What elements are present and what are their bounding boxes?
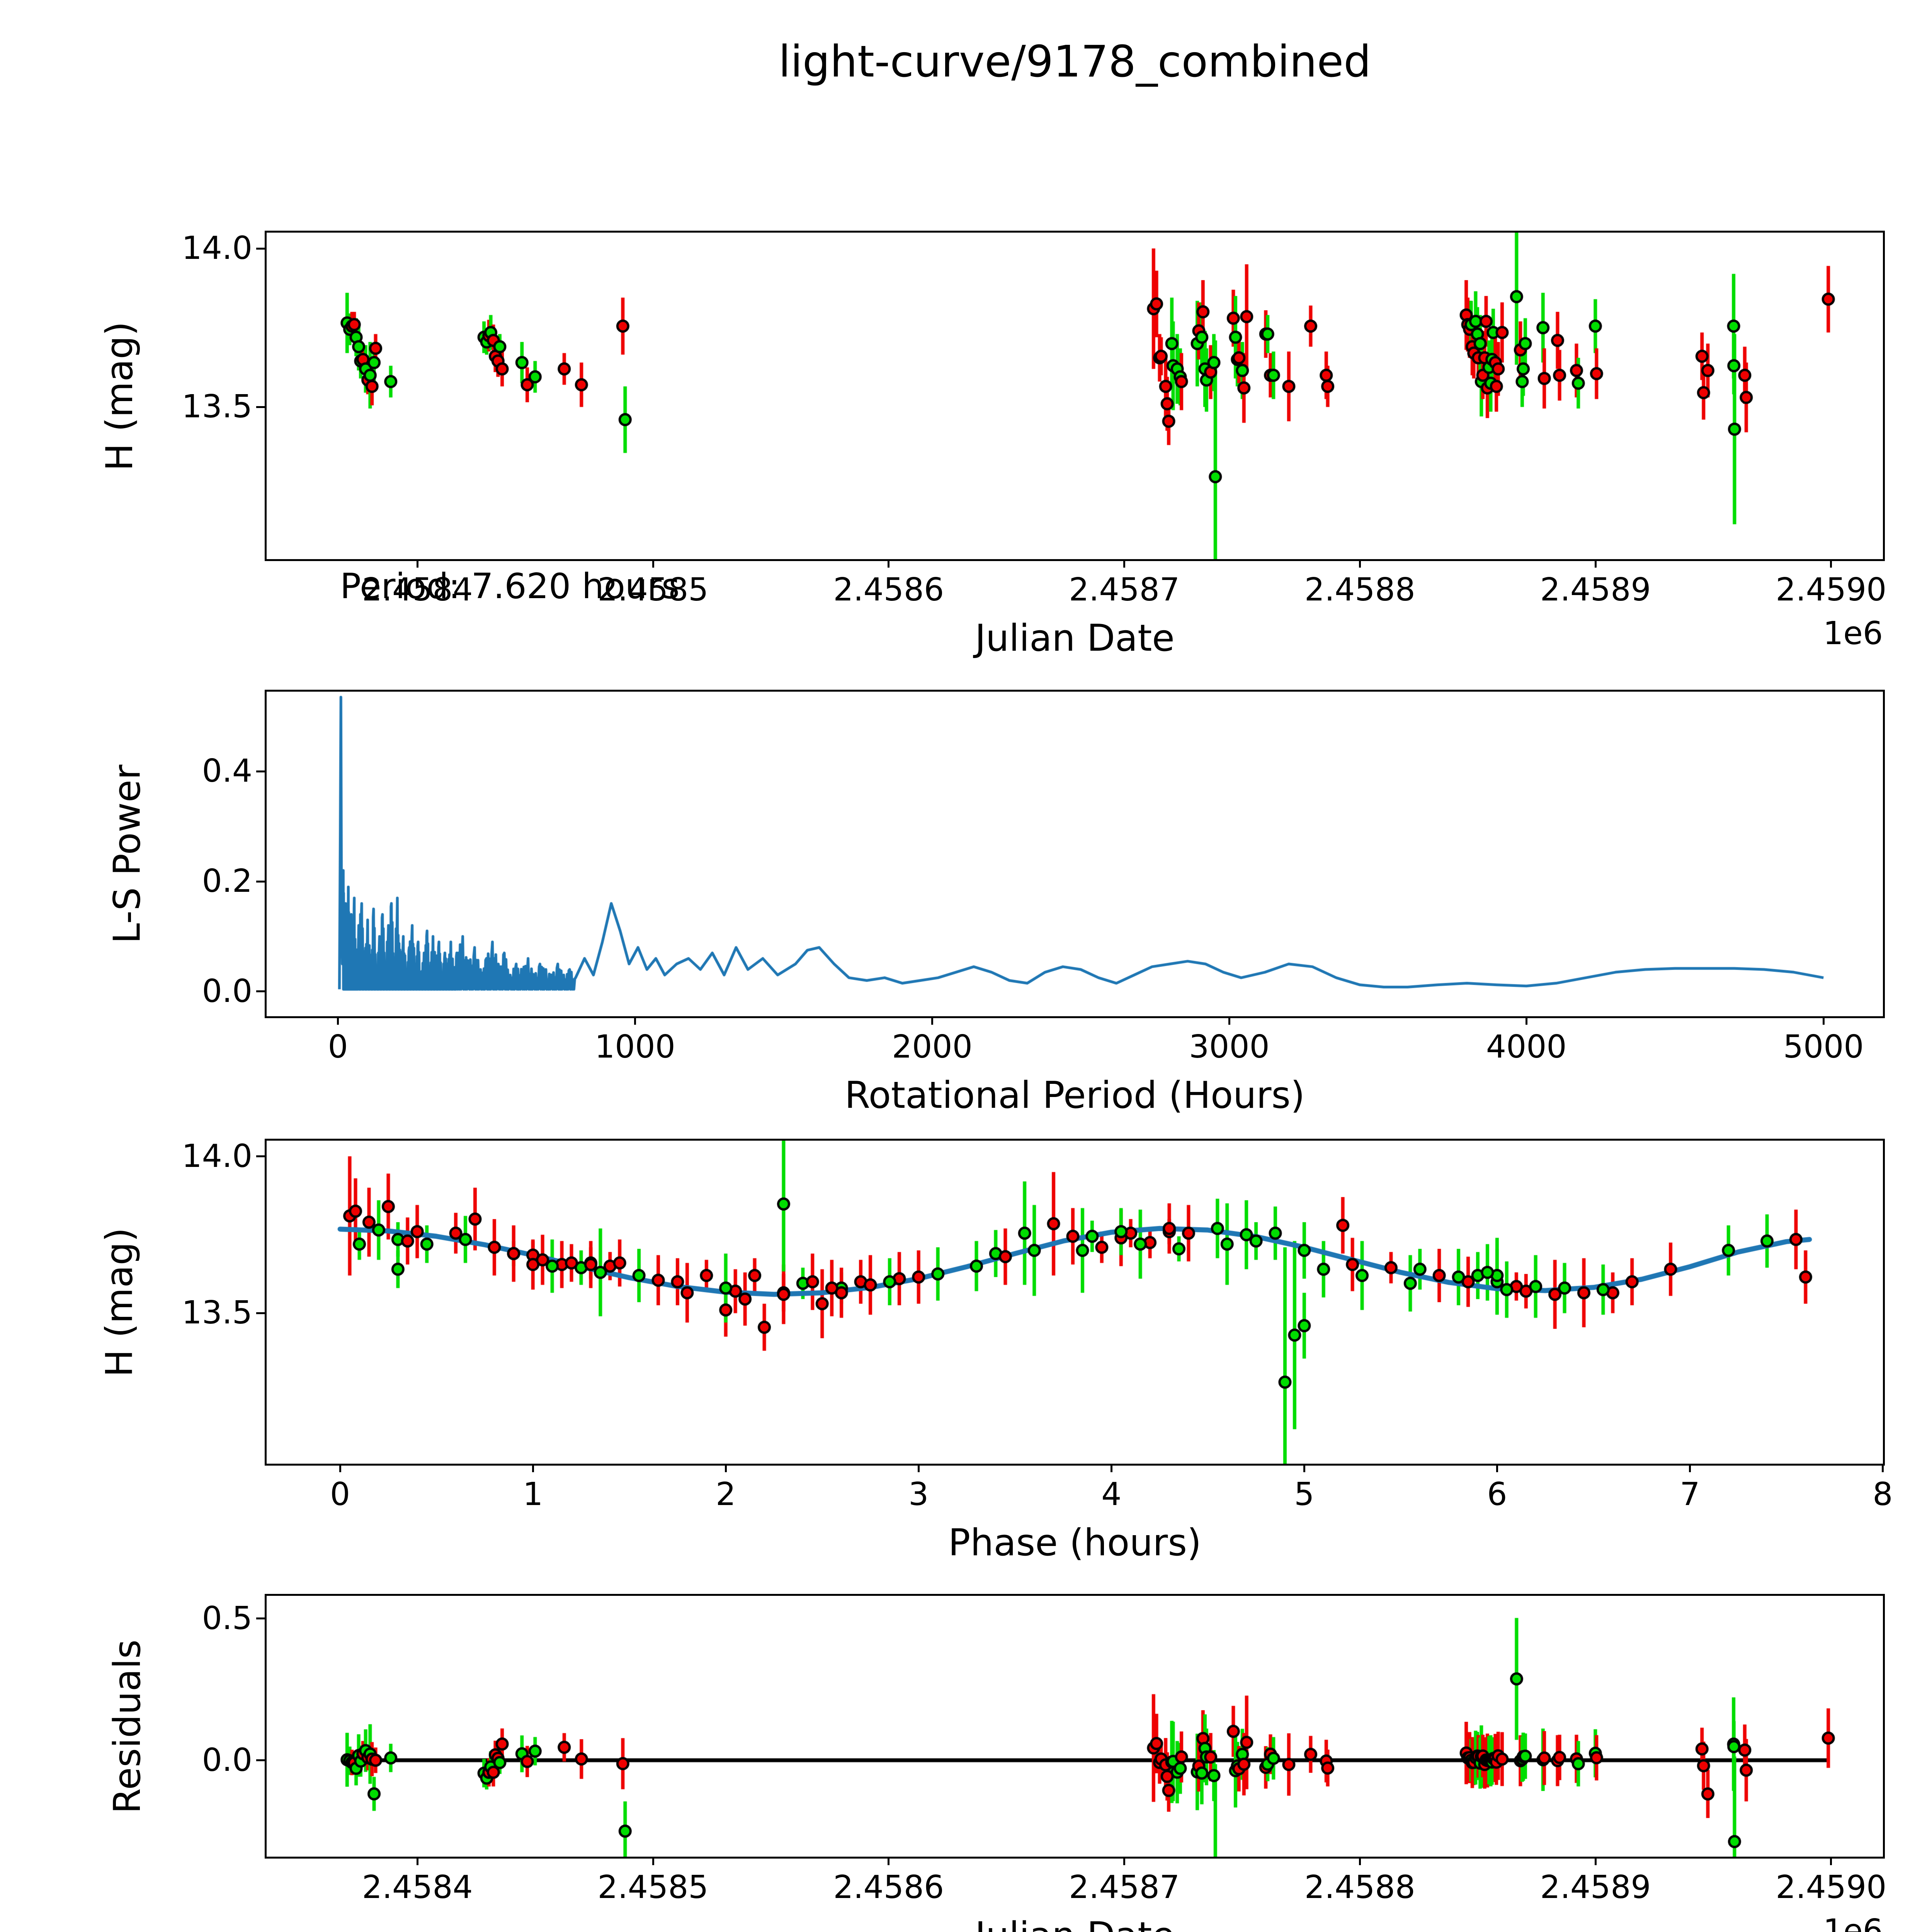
y-tick-label: 0.4 <box>202 753 252 790</box>
y-tick-label: 13.5 <box>182 1294 252 1332</box>
y-tick-mark <box>256 1155 265 1158</box>
x-tick-label: 2.4585 <box>597 571 709 608</box>
figure-title: light-curve/9178_combined <box>778 37 1371 87</box>
x-tick-label: 0 <box>330 1476 350 1513</box>
x-tick-mark <box>1689 1464 1691 1472</box>
x-tick-label: 5000 <box>1783 1029 1864 1065</box>
x-tick-label: 1 <box>523 1476 543 1513</box>
x-tick-mark <box>1123 1857 1126 1865</box>
xlabel-rotational-period: Rotational Period (Hours) <box>845 1074 1305 1117</box>
x-tick-mark <box>532 1464 534 1472</box>
offset-text-1e6-top: 1e6 <box>1823 615 1883 652</box>
y-tick-mark <box>256 406 265 408</box>
x-tick-label: 2.4586 <box>833 1869 944 1906</box>
x-tick-mark <box>931 1016 933 1025</box>
x-tick-label: 2.4585 <box>597 1869 709 1906</box>
x-tick-mark <box>652 1857 654 1865</box>
x-tick-mark <box>416 1857 418 1865</box>
panel-lightcurve-jd <box>265 231 1885 561</box>
y-tick-mark <box>256 1312 265 1314</box>
y-tick-mark <box>256 770 265 772</box>
y-tick-label: 13.5 <box>182 388 252 425</box>
x-tick-mark <box>724 1464 727 1472</box>
offset-text-1e6-bottom: 1e6 <box>1823 1913 1883 1932</box>
x-tick-label: 4 <box>1101 1476 1122 1513</box>
x-tick-label: 6 <box>1487 1476 1507 1513</box>
x-tick-label: 3000 <box>1189 1029 1270 1065</box>
x-tick-label: 2.4587 <box>1069 571 1180 608</box>
x-tick-label: 2.4586 <box>833 571 944 608</box>
x-tick-mark <box>1822 1016 1825 1025</box>
x-tick-label: 1000 <box>595 1029 675 1065</box>
y-tick-mark <box>256 1759 265 1762</box>
x-tick-label: 2.4584 <box>362 571 473 608</box>
x-tick-mark <box>634 1016 636 1025</box>
x-tick-label: 8 <box>1872 1476 1893 1513</box>
phase-fold-plot <box>267 1141 1883 1464</box>
x-tick-mark <box>917 1464 920 1472</box>
x-tick-label: 2.4584 <box>362 1869 473 1906</box>
y-tick-mark <box>256 1617 265 1620</box>
lightcurve-jd-plot <box>267 233 1883 559</box>
x-tick-label: 7 <box>1680 1476 1700 1513</box>
y-tick-label: 0.0 <box>202 1742 252 1779</box>
x-tick-label: 2 <box>716 1476 736 1513</box>
y-tick-label: 0.2 <box>202 863 252 900</box>
x-tick-label: 4000 <box>1486 1029 1567 1065</box>
x-tick-mark <box>1830 559 1832 568</box>
xlabel-julian-date-bottom: Julian Date <box>267 1915 1883 1932</box>
x-tick-label: 2000 <box>892 1029 973 1065</box>
x-tick-mark <box>1359 1857 1361 1865</box>
x-tick-mark <box>339 1464 341 1472</box>
x-tick-mark <box>1303 1464 1305 1472</box>
x-tick-mark <box>1228 1016 1230 1025</box>
ylabel-ls-power: L-S Power <box>106 764 149 944</box>
y-tick-label: 14.0 <box>182 230 252 267</box>
x-tick-mark <box>337 1016 339 1025</box>
y-tick-label: 0.0 <box>202 973 252 1010</box>
x-tick-label: 5 <box>1294 1476 1315 1513</box>
x-tick-mark <box>1594 559 1597 568</box>
x-tick-label: 3 <box>908 1476 929 1513</box>
panel-periodogram <box>265 690 1885 1018</box>
x-tick-label: 2.4587 <box>1069 1869 1180 1906</box>
x-tick-label: 2.4588 <box>1304 1869 1415 1906</box>
x-tick-mark <box>1359 559 1361 568</box>
x-tick-label: 2.4590 <box>1776 1869 1887 1906</box>
panel-residuals <box>265 1594 1885 1859</box>
x-tick-mark <box>1594 1857 1597 1865</box>
x-tick-mark <box>1525 1016 1527 1025</box>
x-tick-mark <box>1110 1464 1112 1472</box>
x-tick-mark <box>1123 559 1126 568</box>
y-tick-label: 14.0 <box>182 1138 252 1175</box>
x-tick-mark <box>416 559 418 568</box>
y-tick-mark <box>256 880 265 883</box>
y-tick-label: 0.5 <box>202 1600 252 1637</box>
xlabel-phase-hours: Phase (hours) <box>948 1522 1202 1564</box>
x-tick-mark <box>652 559 654 568</box>
panel-phase-fold <box>265 1139 1885 1466</box>
x-tick-mark <box>1882 1464 1884 1472</box>
periodogram-plot <box>267 692 1883 1016</box>
x-tick-label: 2.4589 <box>1540 1869 1651 1906</box>
x-tick-mark <box>888 559 890 568</box>
x-tick-mark <box>1496 1464 1498 1472</box>
y-tick-mark <box>256 247 265 250</box>
xlabel-julian-date-top: Julian Date <box>975 617 1175 660</box>
x-tick-label: 2.4588 <box>1304 571 1415 608</box>
x-tick-label: 2.4590 <box>1776 571 1887 608</box>
period-annotation: Period: 7.620 hours <box>340 566 680 607</box>
x-tick-mark <box>888 1857 890 1865</box>
residuals-plot <box>267 1596 1883 1857</box>
x-tick-label: 0 <box>328 1029 348 1065</box>
x-tick-label: 2.4589 <box>1540 571 1651 608</box>
x-tick-mark <box>1830 1857 1832 1865</box>
y-tick-mark <box>256 990 265 993</box>
